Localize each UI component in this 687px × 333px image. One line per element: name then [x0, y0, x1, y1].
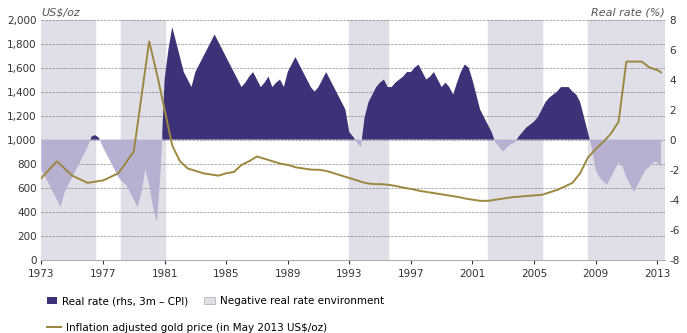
- Text: US$/oz: US$/oz: [41, 7, 80, 17]
- Bar: [41, 20, 95, 260]
- Legend: Inflation adjusted gold price (in May 2013 US$/oz): Inflation adjusted gold price (in May 20…: [47, 323, 328, 333]
- Bar: [488, 20, 541, 260]
- Text: Real rate (%): Real rate (%): [591, 7, 665, 17]
- Bar: [588, 20, 665, 260]
- Bar: [349, 20, 387, 260]
- Bar: [122, 20, 165, 260]
